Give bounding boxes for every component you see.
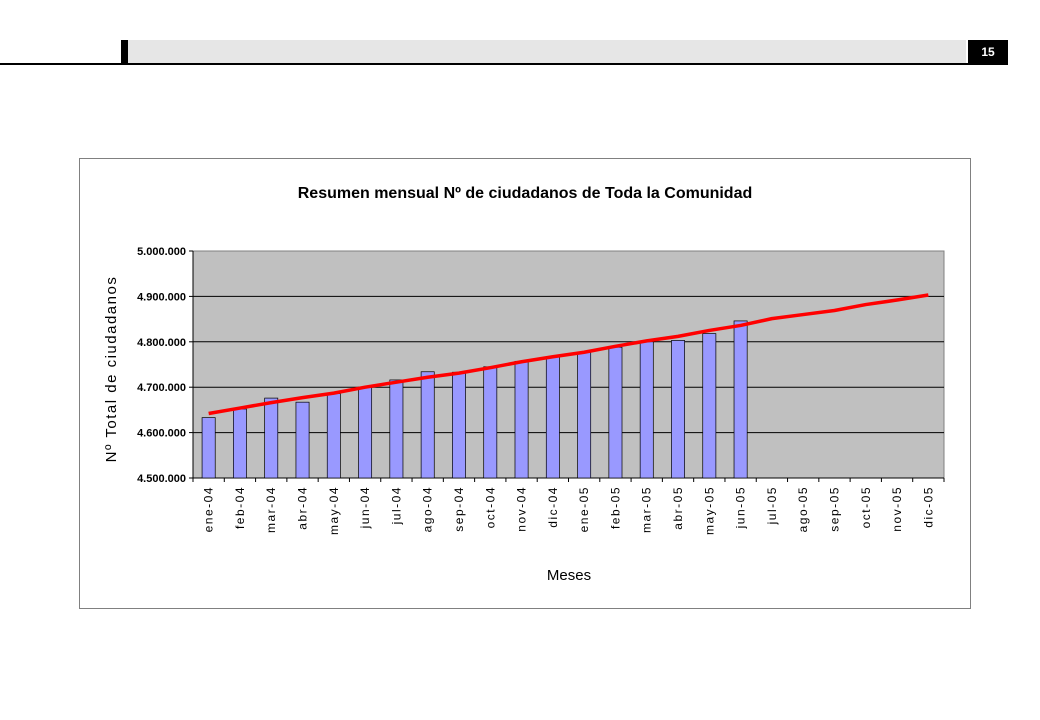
bar — [483, 366, 498, 479]
plot-area — [192, 250, 945, 479]
x-tick-label: ago-05 — [796, 486, 810, 532]
x-tick-label: abr-05 — [671, 486, 685, 530]
bar — [702, 333, 717, 479]
x-tick-label: mar-04 — [264, 486, 278, 533]
x-tick-label: ago-04 — [421, 486, 435, 532]
bar — [671, 340, 685, 479]
bar — [201, 417, 216, 479]
bar — [639, 341, 654, 479]
y-tick-label: 4.500.000 — [137, 473, 186, 485]
x-tick-label: oct-04 — [483, 486, 497, 528]
x-tick-label: feb-04 — [233, 486, 247, 529]
x-tick-label: sep-05 — [827, 486, 841, 532]
header-bar — [128, 40, 966, 64]
x-tick-label: jun-05 — [734, 486, 748, 529]
x-tick-label: dic-04 — [546, 486, 560, 528]
x-tick-label: dic-05 — [921, 486, 935, 528]
y-tick-label: 4.600.000 — [137, 428, 186, 440]
x-tick-label: sep-04 — [452, 486, 466, 532]
x-tick-label: jun-04 — [358, 486, 372, 529]
bar — [358, 386, 373, 479]
y-tick-label: 5.000.000 — [137, 246, 186, 258]
x-tick-label: jul-05 — [765, 486, 779, 525]
trend-line — [208, 293, 929, 416]
chart-title: Resumen mensual Nº de ciudadanos de Toda… — [298, 185, 753, 202]
bar — [326, 393, 341, 479]
y-tick-label: 4.900.000 — [137, 291, 186, 303]
bar — [295, 401, 310, 479]
x-tick-label: abr-04 — [296, 486, 310, 530]
x-tick-label: nov-04 — [515, 486, 529, 532]
chart-frame: 4.500.000 4.600.000 4.700.000 4.800.000 4.90… — [79, 158, 971, 609]
x-tick-label: may-05 — [702, 486, 716, 535]
x-tick-label: ene-04 — [202, 486, 216, 532]
bar — [420, 371, 435, 479]
page-number: 15 — [968, 40, 1008, 64]
x-axis-label: Meses — [547, 567, 591, 584]
header-marker — [121, 40, 128, 64]
x-tick-label: oct-05 — [859, 486, 873, 528]
header-rule — [0, 63, 1008, 65]
bar — [233, 408, 247, 479]
bar — [577, 351, 592, 479]
bar — [514, 360, 529, 479]
x-tick-label: ene-05 — [577, 486, 591, 532]
bar — [545, 356, 560, 479]
x-tick-label: jul-04 — [389, 486, 403, 525]
x-tick-label: may-04 — [327, 486, 341, 535]
bar — [608, 346, 623, 479]
chart-svg: 4.500.000 4.600.000 4.700.000 4.800.000 4.90… — [103, 185, 945, 584]
y-tick-label: 4.800.000 — [137, 337, 186, 349]
bar — [733, 320, 748, 479]
bar — [264, 397, 279, 479]
x-tick-label: mar-05 — [640, 486, 654, 533]
bar — [452, 371, 466, 479]
x-tick-label: feb-05 — [608, 486, 622, 529]
y-axis-label: Nº Total de ciudadanos — [103, 276, 120, 463]
x-tick-label: nov-05 — [890, 486, 904, 532]
bar — [389, 379, 404, 479]
y-tick-label: 4.700.000 — [137, 382, 186, 394]
